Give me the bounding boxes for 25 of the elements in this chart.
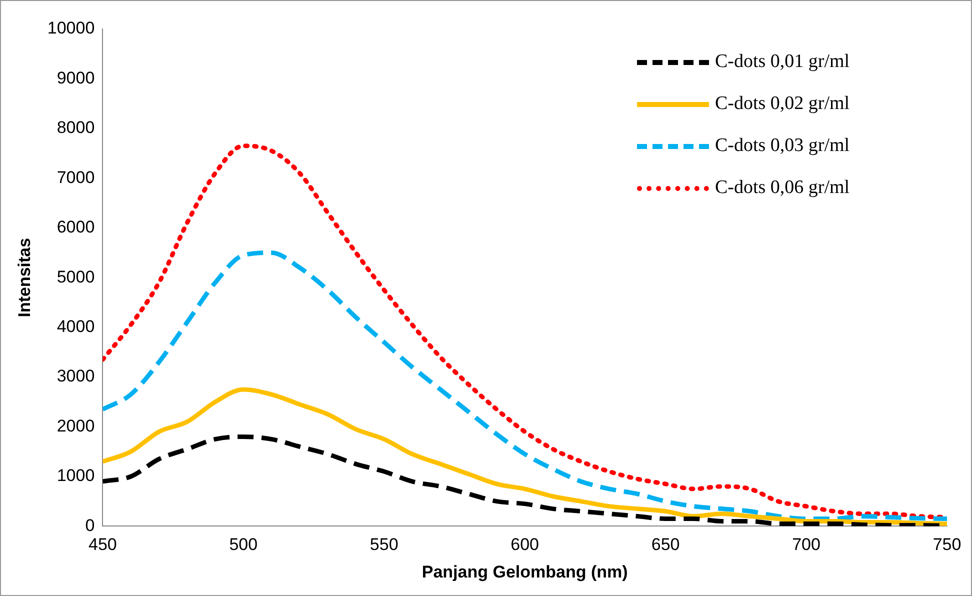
line-series [102,250,947,521]
legend-label: C-dots 0,01 gr/ml [715,51,850,73]
legend-label: C-dots 0,02 gr/ml [715,93,850,115]
y-tick-label: 2000 [56,416,95,436]
y-tick-label: 4000 [56,317,95,336]
y-tick-label: 1000 [56,466,95,486]
y-tick-label: 9000 [56,68,95,88]
y-axis-title: Intensitas [14,238,34,318]
x-tick-label: 500 [229,535,258,554]
y-tick-label: 0 [85,516,95,535]
x-tick-label: 650 [651,535,680,554]
x-tick-label: 600 [510,535,540,554]
x-axis-title: Panjang Gelombang (nm) [422,562,628,582]
x-tick-label: 750 [932,535,962,554]
x-tick-label: 550 [370,535,398,554]
y-tick-label: 5000 [56,267,95,286]
y-tick-label: 10000 [47,18,95,38]
y-tick-label: 7000 [56,168,95,187]
y-tick-label: 6000 [56,218,95,237]
y-tick-label: 8000 [56,118,95,138]
legend-label: C-dots 0,06 gr/ml [715,177,850,199]
y-tick-label: 3000 [56,366,95,386]
x-tick-label: 450 [88,535,117,554]
x-tick-label: 700 [792,535,820,554]
legend-label: C-dots 0,03 gr/ml [715,135,850,157]
